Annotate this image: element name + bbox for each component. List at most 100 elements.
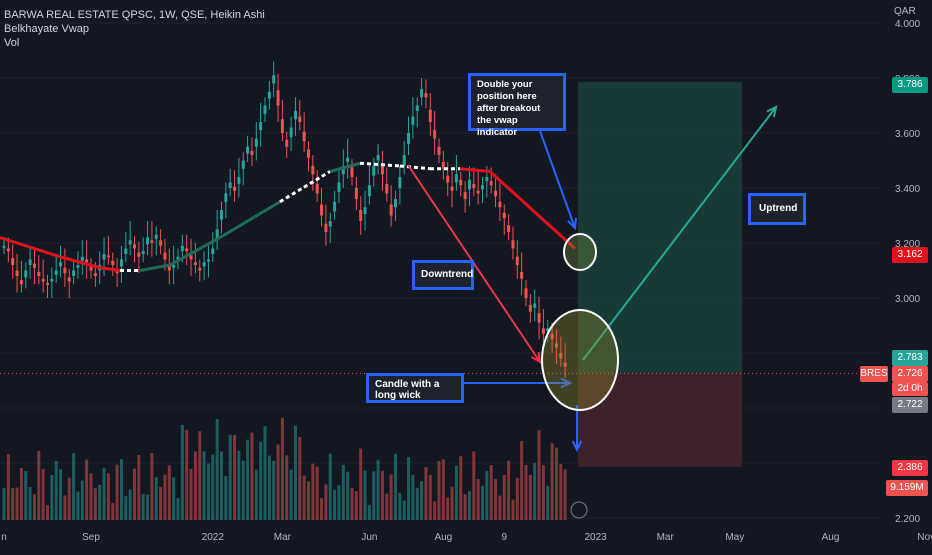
low-price-label: 2.722: [892, 397, 928, 413]
lightning-icon: [570, 501, 588, 519]
annotation-uptrend[interactable]: Uptrend: [748, 193, 806, 225]
annotation-candle-wick[interactable]: Candle with a long wick: [366, 373, 464, 403]
volume-bar: [407, 456, 411, 520]
candle-body: [128, 240, 132, 245]
volume-bar: [298, 437, 302, 520]
candle-body: [189, 255, 193, 260]
volume-bar: [320, 497, 324, 520]
candle-body: [515, 256, 519, 265]
volume-bar: [446, 497, 450, 520]
candle-body: [502, 212, 506, 219]
candle-body: [541, 328, 545, 334]
volume-bar: [367, 504, 371, 520]
volume-bar: [102, 468, 106, 520]
x-tick-label: Aug: [434, 532, 452, 543]
annotation-downtrend[interactable]: Downtrend: [412, 260, 474, 290]
volume-bar: [276, 444, 280, 520]
last-price-label: 2.726: [892, 366, 928, 382]
volume-bar: [150, 453, 154, 520]
annotation-double-position[interactable]: Double your position here after breakout…: [468, 73, 566, 138]
volume-bar: [185, 429, 189, 520]
volume-bar: [259, 441, 263, 520]
volume-bar: [398, 492, 402, 520]
down-arrow-head: [571, 440, 583, 453]
candle-body: [167, 265, 171, 271]
volume-bar: [402, 500, 406, 520]
volume-bar: [80, 480, 84, 520]
volume-bar: [28, 486, 32, 520]
volume-bar: [289, 469, 293, 520]
volume-bar: [198, 431, 202, 520]
candle-body: [402, 155, 406, 166]
volume-bar: [163, 474, 167, 520]
candle-body: [315, 183, 319, 194]
candle-body: [233, 186, 237, 191]
x-tick-label: 2022: [202, 532, 225, 543]
volume-bar: [315, 466, 319, 520]
volume-bar: [237, 450, 241, 520]
volume-bar: [441, 459, 445, 520]
candle-body: [102, 254, 106, 260]
downtrend-arrow: [407, 164, 541, 363]
volume-bar: [537, 430, 541, 520]
candle-body: [302, 131, 306, 142]
candle-body: [528, 304, 532, 312]
candle-body: [6, 248, 10, 252]
chart-title[interactable]: BARWA REAL ESTATE QPSC, 1W, QSE, Heikin …: [4, 9, 265, 21]
candle-body: [363, 207, 367, 215]
volume-bar: [385, 493, 389, 520]
x-tick-label: Nov: [917, 532, 932, 543]
volume-bar: [333, 489, 337, 520]
vwap-line: [459, 167, 491, 173]
volume-bar: [476, 478, 480, 520]
x-tick-label: Aug: [822, 532, 840, 543]
candle-body: [533, 303, 537, 308]
candle-body: [346, 157, 350, 162]
x-tick-label: Jun: [361, 532, 377, 543]
symbol-tag[interactable]: BRES: [860, 366, 888, 382]
volume-bar: [46, 505, 49, 520]
volume-bar: [354, 491, 358, 520]
candle-body: [111, 260, 115, 265]
candle-body: [176, 256, 180, 261]
candle-body: [63, 267, 67, 274]
legend: BARWA REAL ESTATE QPSC, 1W, QSE, Heikin …: [4, 8, 265, 50]
x-tick-label: Sep: [82, 532, 100, 543]
candle-body: [293, 111, 297, 120]
volume-bar: [50, 474, 54, 520]
volume-bar: [215, 419, 219, 520]
indicator-name[interactable]: Belkhayate Vwap: [4, 23, 89, 35]
volume-bar: [450, 486, 454, 520]
candle-body: [163, 252, 167, 260]
volume-label[interactable]: Vol: [4, 37, 20, 49]
candle-body: [263, 105, 267, 114]
candle-body: [415, 105, 419, 111]
volume-bar: [111, 502, 115, 520]
volume-bar: [154, 477, 158, 520]
vwap-line: [169, 236, 221, 267]
volume-bar: [415, 488, 419, 520]
candle-body: [59, 262, 63, 267]
candle-body: [550, 333, 554, 340]
volume-bar: [193, 451, 197, 520]
volume-bar: [380, 470, 384, 520]
candle-body: [554, 343, 558, 348]
candle-body: [119, 259, 123, 267]
volume-bar: [254, 469, 258, 520]
candle-body: [489, 181, 493, 186]
candle-body: [441, 161, 445, 169]
vwap-line: [219, 200, 281, 239]
volume-bar: [359, 448, 363, 520]
candle-body: [337, 182, 341, 193]
candle-body: [372, 166, 376, 176]
volume-bar: [124, 496, 128, 520]
volume-bar: [559, 463, 563, 520]
volume-bar: [437, 461, 441, 520]
volume-bar: [76, 491, 80, 520]
candle-body: [154, 234, 158, 239]
candle-body: [394, 199, 397, 208]
volume-bar: [502, 474, 506, 520]
candle-body: [228, 182, 232, 188]
